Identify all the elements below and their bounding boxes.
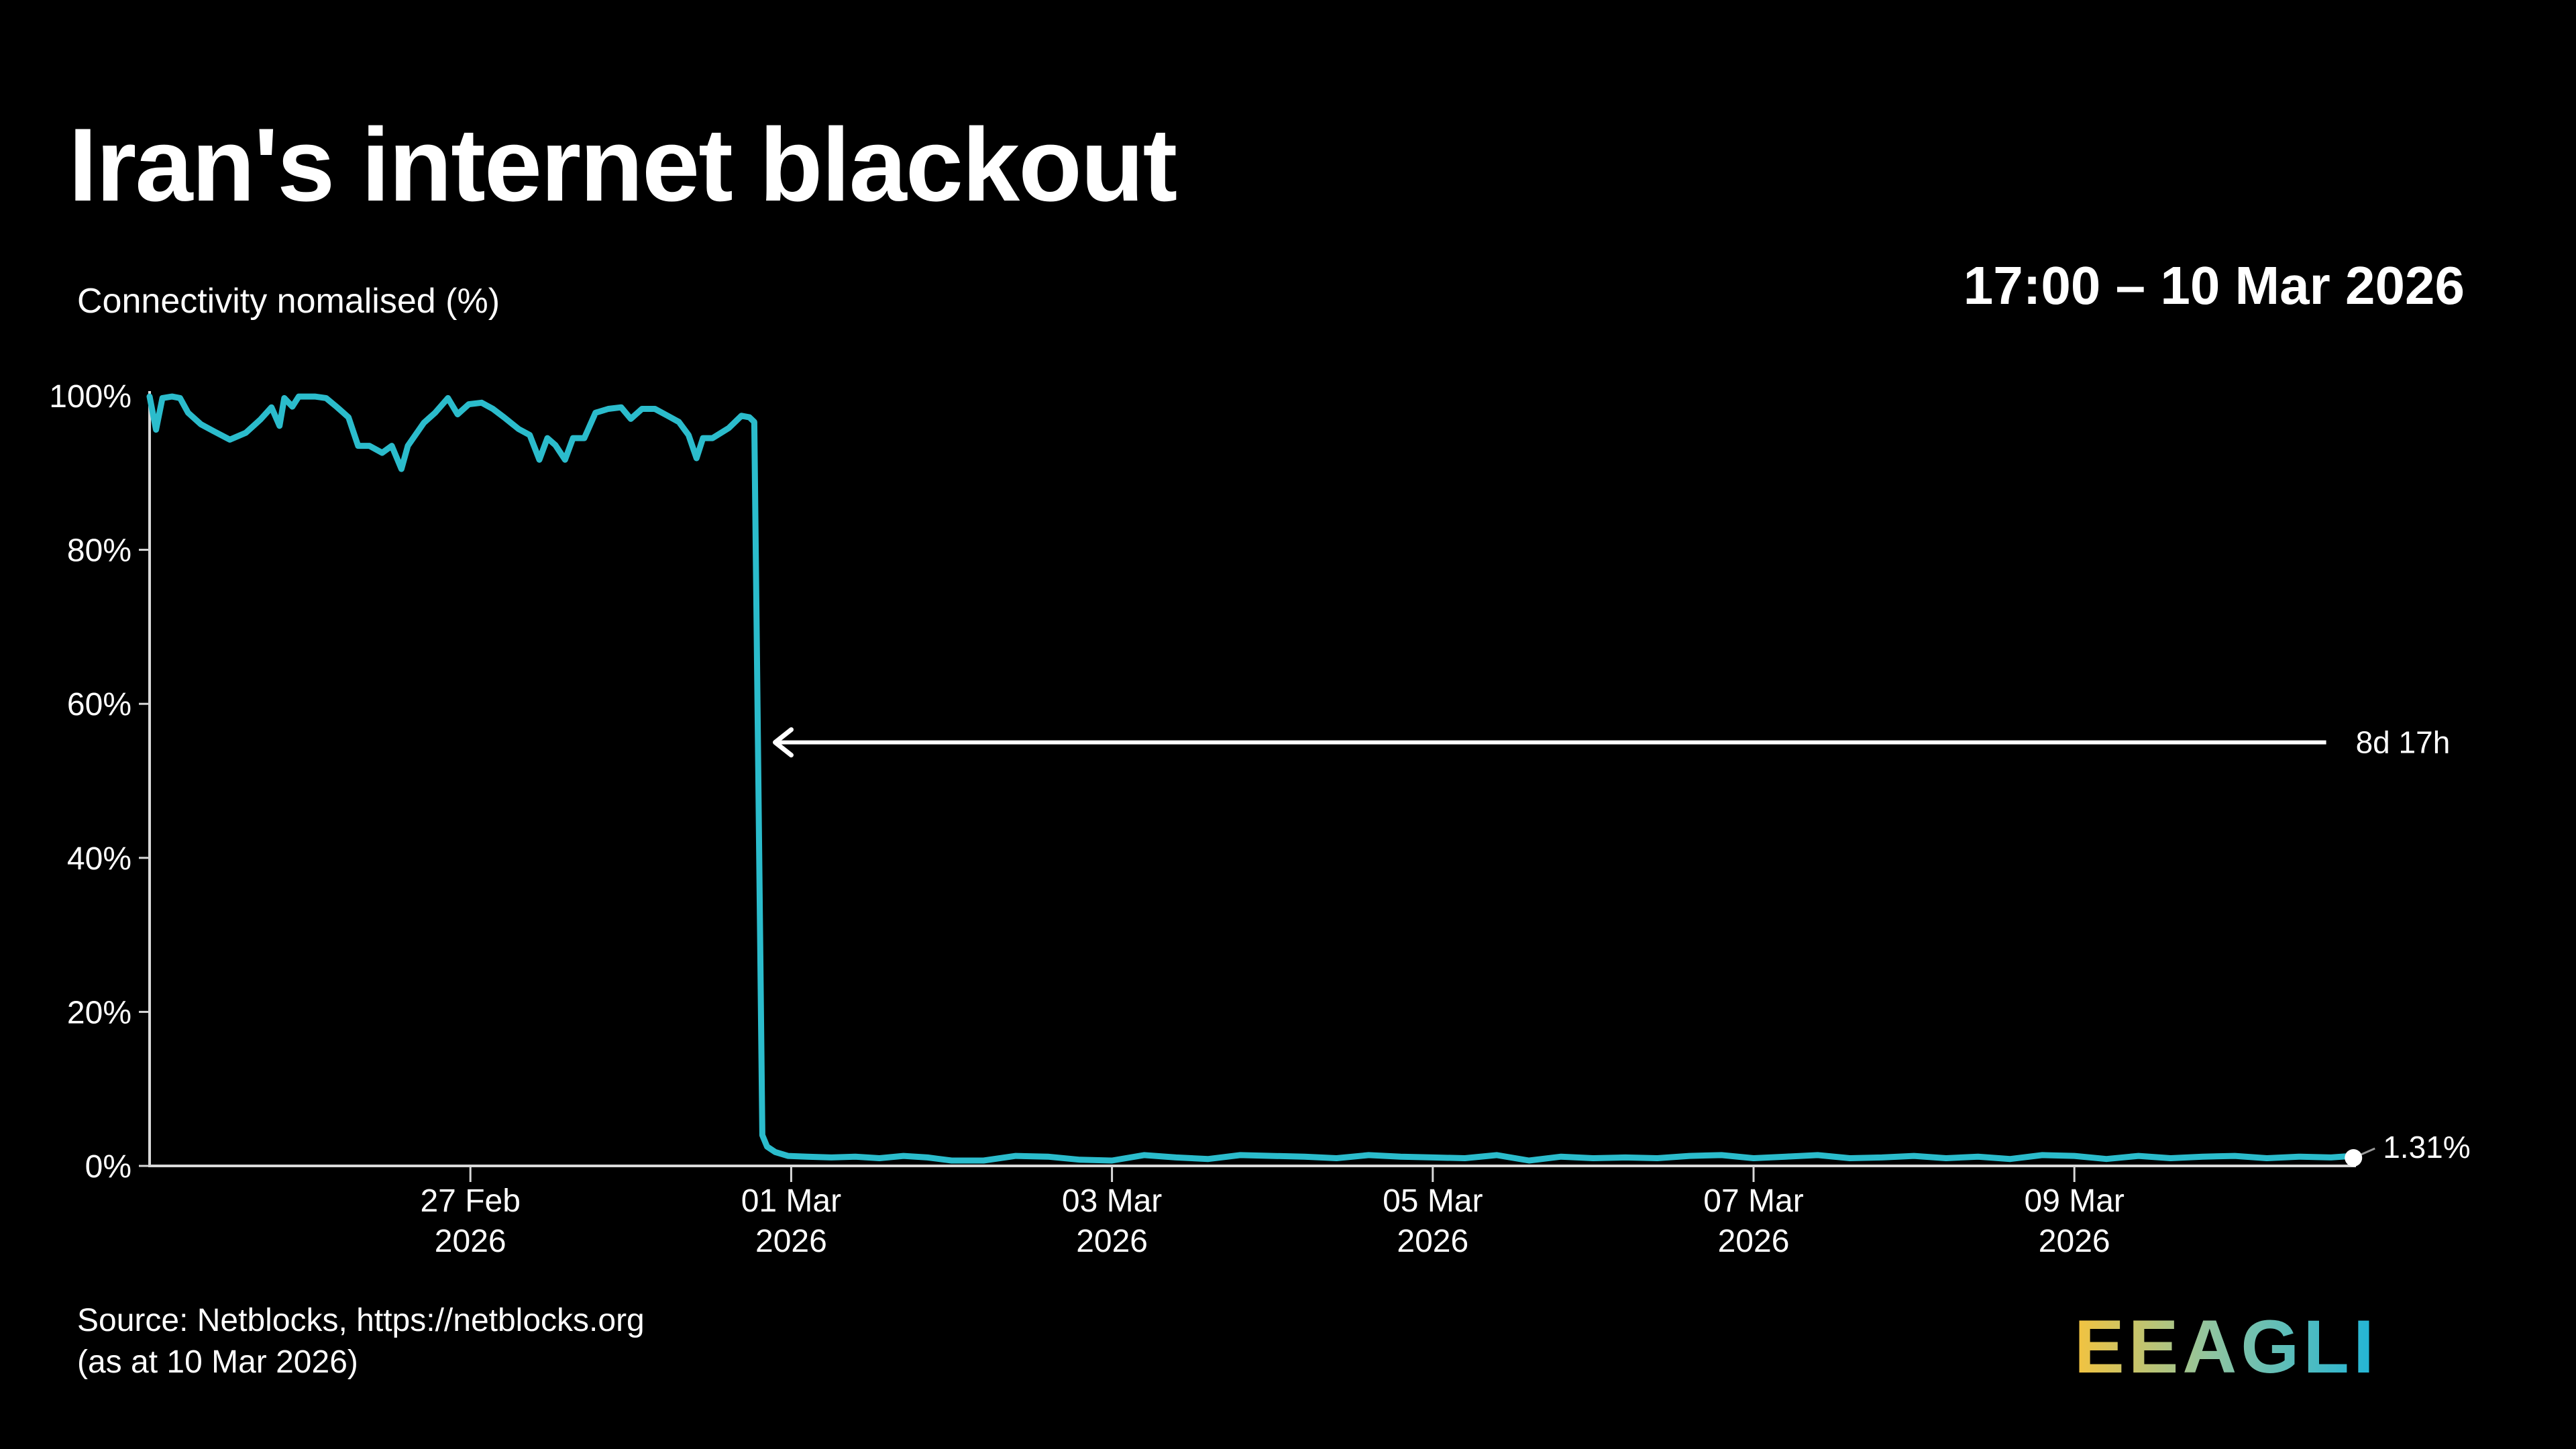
eeagli-logo: EEAGLI xyxy=(2074,1313,2378,1381)
duration-label: 8d 17h xyxy=(2356,725,2451,760)
y-tick-label: 80% xyxy=(67,533,131,569)
x-tick-label: 09 Mar xyxy=(2025,1183,2125,1219)
arrow-left-icon xyxy=(772,727,794,758)
y-tick-label: 40% xyxy=(67,841,131,877)
y-tick-label: 60% xyxy=(67,687,131,722)
x-tick-year: 2026 xyxy=(1076,1224,1148,1259)
x-tick-label: 03 Mar xyxy=(1062,1183,1162,1219)
x-tick-year: 2026 xyxy=(1397,1224,1468,1259)
logo-text: EEAGLI xyxy=(2074,1313,2378,1381)
y-axis-title: Connectivity nomalised (%) xyxy=(77,282,500,321)
timestamp-label: 17:00 – 10 Mar 2026 xyxy=(1963,256,2465,315)
x-tick-year: 2026 xyxy=(2039,1224,2110,1259)
end-value-label: 1.31% xyxy=(2383,1130,2470,1165)
y-tick-label: 100% xyxy=(49,379,131,415)
connectivity-line xyxy=(146,393,2357,1164)
x-axis-ticks: 27 Feb 2026 01 Mar 2026 03 Mar 2026 05 Mar 2026… xyxy=(420,1166,2125,1259)
x-tick-year: 2026 xyxy=(755,1224,827,1259)
y-tick-label: 20% xyxy=(67,995,131,1030)
x-tick-label: 05 Mar xyxy=(1383,1183,1483,1219)
source-note: Source: Netblocks, https://netblocks.org… xyxy=(77,1300,645,1383)
end-point-marker xyxy=(2345,1148,2363,1167)
source-line: Source: Netblocks, https://netblocks.org xyxy=(77,1303,645,1338)
x-tick-label: 01 Mar xyxy=(741,1183,841,1219)
x-tick-label: 27 Feb xyxy=(420,1183,520,1219)
y-axis-ticks: 0% 20% 40% 60% 80% 100% xyxy=(49,379,150,1185)
x-tick-year: 2026 xyxy=(1718,1224,1790,1259)
as-at-line: (as at 10 Mar 2026) xyxy=(77,1344,358,1380)
chart-title: Iran's internet blackout xyxy=(68,107,1177,223)
duration-arrow xyxy=(772,727,2326,758)
x-tick-label: 07 Mar xyxy=(1703,1183,1803,1219)
x-tick-year: 2026 xyxy=(435,1224,506,1259)
y-tick-label: 0% xyxy=(85,1149,131,1185)
